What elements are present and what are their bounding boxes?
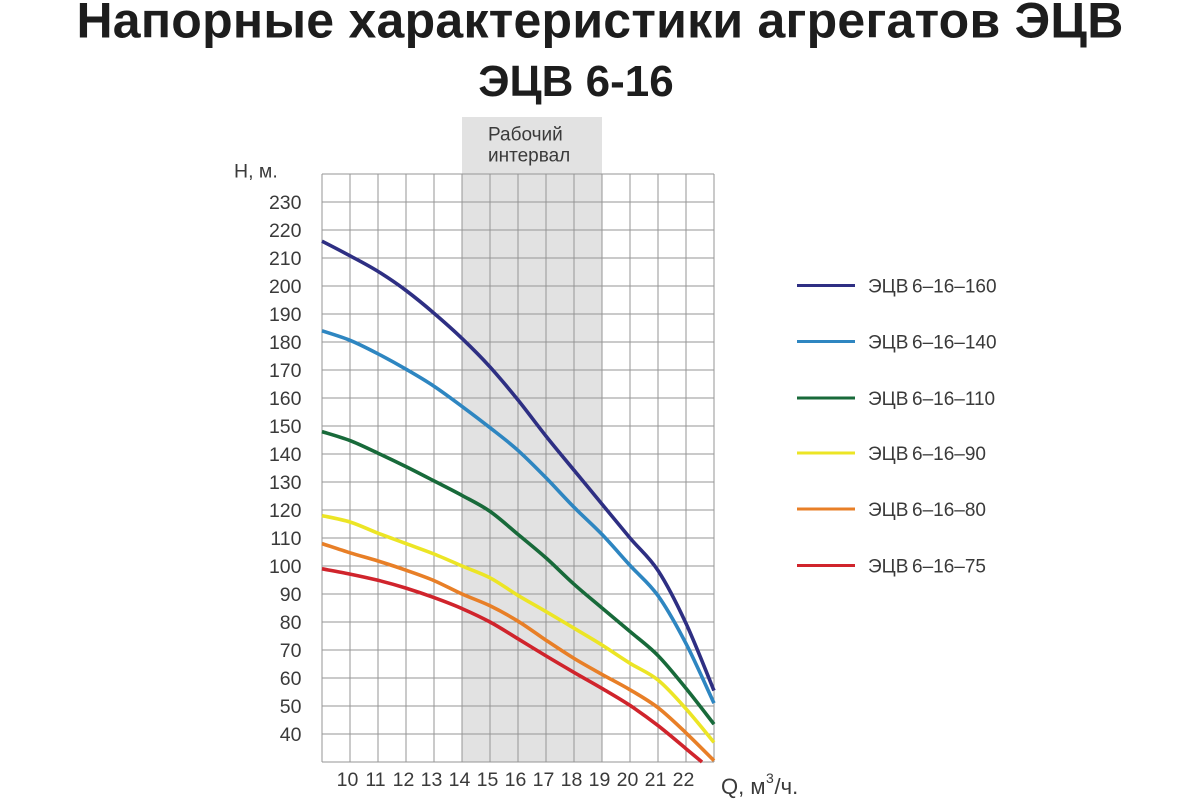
svg-text:19: 19 <box>589 769 611 791</box>
svg-text:ЭЦВ: ЭЦВ <box>868 556 908 577</box>
svg-text:6–16–80: 6–16–80 <box>912 500 986 521</box>
svg-text:90: 90 <box>280 584 302 606</box>
svg-text:6–16–110: 6–16–110 <box>912 389 995 410</box>
svg-text:6–16–75: 6–16–75 <box>912 556 986 577</box>
svg-text:10: 10 <box>337 769 359 791</box>
svg-text:18: 18 <box>561 769 583 791</box>
svg-text:3: 3 <box>766 770 774 786</box>
svg-text:22: 22 <box>673 769 695 791</box>
svg-text:140: 140 <box>269 444 302 466</box>
svg-text:220: 220 <box>269 220 302 242</box>
svg-text:17: 17 <box>533 769 555 791</box>
svg-text:12: 12 <box>393 769 415 791</box>
svg-text:130: 130 <box>269 472 302 494</box>
svg-text:210: 210 <box>269 248 302 270</box>
svg-text:14: 14 <box>449 769 471 791</box>
svg-text:21: 21 <box>645 769 667 791</box>
svg-text:Н, м.: Н, м. <box>234 161 278 183</box>
svg-text:ЭЦВ: ЭЦВ <box>868 389 908 410</box>
svg-text:190: 190 <box>269 304 302 326</box>
svg-text:110: 110 <box>270 528 301 550</box>
svg-text:/ч.: /ч. <box>775 774 799 799</box>
svg-text:13: 13 <box>421 769 443 791</box>
svg-text:15: 15 <box>477 769 499 791</box>
svg-text:6–16–160: 6–16–160 <box>912 276 997 297</box>
svg-text:11: 11 <box>365 769 385 791</box>
svg-text:170: 170 <box>269 360 302 382</box>
svg-text:120: 120 <box>269 500 302 522</box>
svg-text:ЭЦВ: ЭЦВ <box>868 444 908 465</box>
svg-text:6–16–90: 6–16–90 <box>912 444 986 465</box>
svg-text:интервал: интервал <box>488 146 570 167</box>
svg-text:20: 20 <box>617 769 639 791</box>
svg-text:150: 150 <box>269 416 302 438</box>
svg-text:60: 60 <box>280 668 302 690</box>
svg-text:100: 100 <box>269 556 302 578</box>
svg-text:50: 50 <box>280 696 302 718</box>
svg-text:200: 200 <box>269 276 302 298</box>
svg-text:230: 230 <box>269 192 302 214</box>
svg-text:180: 180 <box>269 332 302 354</box>
svg-text:ЭЦВ: ЭЦВ <box>868 332 908 353</box>
svg-text:Напорные характеристики агрега: Напорные характеристики агрегатов ЭЦВ <box>76 0 1123 49</box>
svg-text:40: 40 <box>280 724 302 746</box>
svg-text:6–16–140: 6–16–140 <box>912 332 997 353</box>
svg-text:16: 16 <box>505 769 527 791</box>
svg-text:Q, м: Q, м <box>721 774 765 799</box>
svg-text:Рабочий: Рабочий <box>488 125 563 146</box>
svg-text:ЭЦВ 6-16: ЭЦВ 6-16 <box>478 57 674 106</box>
svg-text:ЭЦВ: ЭЦВ <box>868 276 908 297</box>
svg-text:ЭЦВ: ЭЦВ <box>868 500 908 521</box>
svg-text:70: 70 <box>280 640 302 662</box>
svg-text:80: 80 <box>280 612 302 634</box>
svg-text:160: 160 <box>269 388 302 410</box>
